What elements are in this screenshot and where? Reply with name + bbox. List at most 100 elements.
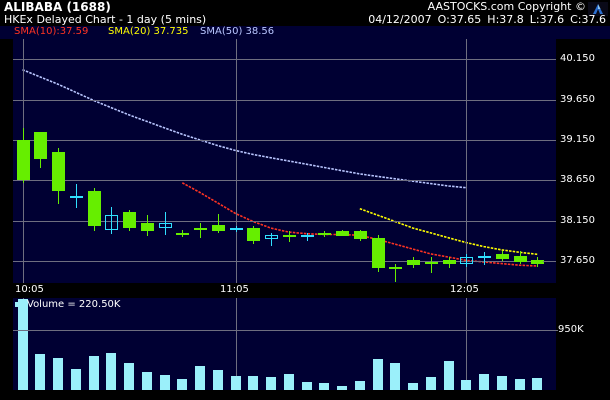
candle-body <box>141 223 154 231</box>
candle-body <box>247 228 260 241</box>
volume-bar <box>53 358 63 390</box>
volume-bar <box>373 359 383 390</box>
price-axis-strip <box>556 39 610 283</box>
time-tick-label: 12:05 <box>450 284 479 295</box>
volume-bar <box>195 366 205 390</box>
volume-bar <box>248 376 258 390</box>
price-gridline <box>13 100 556 101</box>
volume-bar <box>479 374 489 390</box>
volume-bar <box>355 381 365 390</box>
candle-body <box>159 223 172 228</box>
candle-wick <box>431 257 432 273</box>
volume-bar <box>497 376 507 390</box>
candle-body <box>531 260 544 264</box>
quote-close: C:37.6 <box>570 13 606 26</box>
price-gridline <box>13 140 556 141</box>
candle-body <box>230 228 243 230</box>
volume-time-gridline <box>466 298 467 390</box>
sma-overlay <box>22 68 538 267</box>
candle-wick <box>484 252 485 265</box>
candle-body <box>212 225 225 231</box>
volume-bar <box>35 354 45 390</box>
volume-legend-label: Volume = 220.50K <box>27 299 121 310</box>
candle-body <box>283 235 296 237</box>
footer-spacer <box>0 390 610 400</box>
candle-wick <box>466 254 467 267</box>
volume-bar <box>18 299 28 390</box>
candle-body <box>389 267 402 269</box>
time-axis: 10:05 11:05 12:05 <box>0 283 610 298</box>
candle-wick <box>200 223 201 238</box>
price-gridline <box>13 261 556 262</box>
price-tick-mark <box>543 140 556 141</box>
candle-body <box>176 233 189 235</box>
volume-bar <box>160 375 170 390</box>
volume-bar <box>319 383 329 390</box>
time-gridline <box>236 39 237 283</box>
volume-bar <box>444 361 454 390</box>
volume-tick-label: 950K <box>558 324 584 335</box>
candle-body <box>407 260 420 265</box>
price-gridline <box>13 180 556 181</box>
volume-bar <box>231 376 241 390</box>
volume-bar <box>89 356 99 390</box>
volume-bar <box>302 382 312 390</box>
volume-bar <box>515 379 525 390</box>
volume-bar <box>71 369 81 390</box>
chart-subtitle: HKEx Delayed Chart - 1 day (5 mins) <box>4 13 207 26</box>
volume-chart-plot: Volume = 220.50K <box>13 298 556 390</box>
volume-bar <box>337 386 347 390</box>
legend-sma50: SMA(50) 38.56 <box>200 26 275 37</box>
candle-body <box>336 231 349 236</box>
candle-body <box>496 254 509 259</box>
volume-bar <box>213 370 223 390</box>
volume-bar <box>266 377 276 390</box>
price-tick-label: 37.650 <box>560 255 595 266</box>
quote-low: L:37.6 <box>529 13 565 26</box>
volume-bar <box>390 363 400 390</box>
candle-body <box>460 257 473 264</box>
candle-wick <box>271 233 272 246</box>
aastocks-logo-icon <box>588 1 608 16</box>
sma-legend: SMA(10):37.59 SMA(20) 37.735 SMA(50) 38.… <box>0 26 610 39</box>
quote-open: O:37.65 <box>437 13 482 26</box>
candle-body <box>354 231 367 239</box>
candle-wick <box>218 214 219 233</box>
quote-high: H:37.8 <box>487 13 524 26</box>
candle-body <box>301 235 314 237</box>
page-title: ALIBABA (1688) <box>4 0 111 14</box>
price-tick-label: 39.150 <box>560 134 595 145</box>
sma50-line <box>22 68 467 189</box>
price-tick-mark <box>543 59 556 60</box>
candle-body <box>123 212 136 228</box>
time-tick-label: 11:05 <box>220 284 249 295</box>
volume-bar <box>106 353 116 390</box>
volume-bar <box>142 372 152 390</box>
candle-body <box>17 140 30 180</box>
chart-header: ALIBABA (1688) HKEx Delayed Chart - 1 da… <box>0 0 610 26</box>
candle-body <box>70 196 83 198</box>
price-tick-label: 38.650 <box>560 174 595 185</box>
candle-body <box>443 260 456 264</box>
candle-body <box>478 256 491 258</box>
price-tick-mark <box>543 180 556 181</box>
price-gridline <box>13 59 556 60</box>
candle-body <box>372 238 385 268</box>
candle-body <box>318 233 331 235</box>
volume-tick-mark <box>543 330 558 331</box>
volume-bar <box>177 379 187 390</box>
volume-bar <box>532 378 542 390</box>
candle-body <box>34 132 47 159</box>
volume-bar <box>124 363 134 390</box>
volume-time-gridline <box>236 298 237 390</box>
candle-body <box>52 152 65 191</box>
candle-wick <box>111 207 112 234</box>
price-chart-plot <box>13 39 556 283</box>
candle-wick <box>395 264 396 282</box>
candle-body <box>194 228 207 230</box>
price-tick-mark <box>543 221 556 222</box>
quote-summary: 04/12/2007 O:37.65 H:37.8 L:37.6 C:37.6 <box>362 13 606 26</box>
volume-bar <box>426 377 436 390</box>
volume-axis-strip <box>556 298 610 390</box>
